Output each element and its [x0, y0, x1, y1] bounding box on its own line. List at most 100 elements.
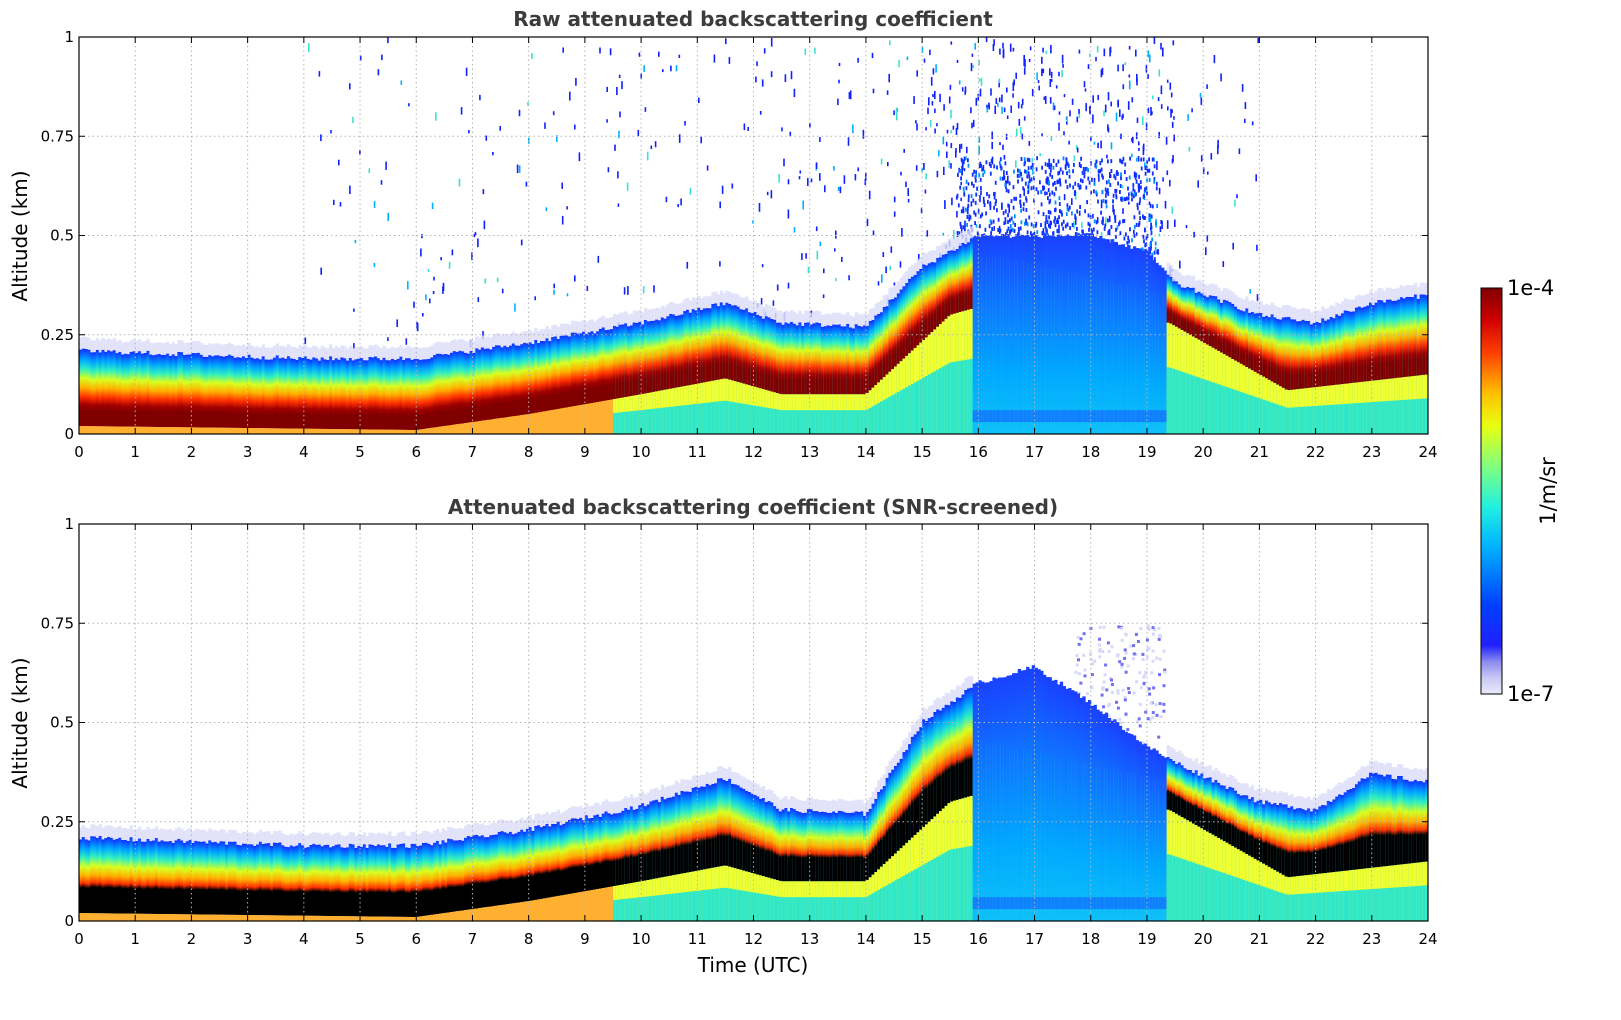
noise-mark: [483, 220, 486, 230]
layer-halo: [222, 829, 226, 842]
layer-halo: [660, 305, 665, 318]
sub-core: [222, 427, 226, 434]
sub-core-cyan: [806, 897, 811, 921]
noise-mark: [843, 175, 846, 184]
layer-halo: [587, 320, 591, 333]
noise-mark: [1145, 242, 1148, 247]
sub-core: [402, 916, 406, 921]
sub-core-cyan: [804, 897, 808, 921]
layer-halo: [672, 302, 676, 315]
layer-halo: [84, 827, 88, 840]
sub-core-cyan: [1422, 398, 1426, 434]
aerosol-column: [1085, 233, 1089, 434]
boundary-layer: [570, 818, 575, 894]
boundary-layer: [1234, 306, 1238, 361]
boundary-layer: [334, 358, 339, 430]
noise-mark: [1148, 213, 1151, 218]
noise-mark: [616, 86, 618, 95]
noise-mark: [1083, 81, 1086, 88]
noise-mark: [1197, 180, 1199, 188]
sub-core: [138, 426, 142, 434]
sub-core: [452, 424, 457, 434]
boundary-layer: [230, 355, 235, 428]
layer-halo: [795, 799, 799, 812]
layer-halo: [747, 780, 752, 792]
boundary-layer: [922, 264, 926, 341]
boundary-layer: [385, 846, 389, 917]
boundary-layer: [385, 360, 389, 430]
boundary-layer: [773, 806, 777, 880]
aerosol-column: [1130, 248, 1134, 434]
boundary-layer: [494, 345, 499, 419]
x-tick-label: 6: [411, 443, 421, 461]
layer-halo: [413, 831, 417, 844]
noise-mark: [1022, 186, 1025, 191]
aerosol-column: [1099, 711, 1103, 921]
sub-core-cyan: [944, 364, 948, 434]
sub-core-cyan: [857, 897, 861, 921]
sub-core: [494, 418, 499, 434]
boundary-layer: [486, 348, 490, 420]
sub-core-cyan: [615, 412, 620, 434]
noise-mark: [866, 218, 869, 226]
boundary-layer: [888, 299, 892, 372]
noise-mark: [1030, 186, 1033, 191]
boundary-layer: [390, 358, 395, 430]
noise-mark: [971, 181, 973, 186]
noise-mark: [1100, 210, 1102, 215]
noise-mark: [1137, 156, 1140, 162]
noise-mark: [872, 230, 875, 236]
sub-core: [368, 429, 372, 434]
sub-core-cyan: [773, 895, 777, 921]
layer-halo: [1338, 303, 1342, 316]
noise-mark: [1023, 68, 1026, 75]
surface-band: [1048, 897, 1052, 910]
sub-core: [590, 402, 594, 434]
noise-mark: [1249, 289, 1251, 294]
sub-core-cyan: [1321, 405, 1325, 434]
sub-core-cyan: [711, 402, 715, 434]
boundary-layer: [570, 332, 575, 407]
boundary-layer: [747, 791, 752, 873]
layer-halo: [345, 348, 350, 361]
boundary-layer: [562, 823, 566, 895]
noise-mark: [1077, 232, 1080, 237]
boundary-layer: [244, 357, 249, 429]
boundary-layer: [345, 847, 350, 917]
sub-core: [109, 426, 114, 434]
noise-mark: [983, 203, 986, 207]
sub-core: [242, 915, 246, 921]
layer-halo: [337, 832, 341, 845]
boundary-layer: [612, 325, 617, 400]
boundary-layer: [604, 811, 608, 888]
boundary-layer: [669, 797, 673, 876]
sub-core: [553, 409, 558, 434]
noise-mark: [950, 109, 952, 119]
layer-halo: [955, 685, 960, 698]
sub-core-cyan: [1205, 380, 1210, 434]
fringe-mark: [1120, 626, 1124, 630]
sub-core: [568, 893, 572, 921]
aerosol-column: [1138, 741, 1142, 921]
fringe-mark: [1132, 691, 1136, 695]
noise-mark: [1064, 224, 1067, 229]
sub-core-cyan: [1411, 399, 1415, 434]
layer-halo: [896, 750, 901, 763]
layer-halo: [1397, 287, 1401, 300]
sub-core: [112, 426, 117, 434]
boundary-layer: [104, 351, 108, 427]
sub-core: [514, 415, 518, 434]
layer-halo: [1307, 309, 1311, 321]
layer-halo: [775, 796, 780, 809]
sub-core-cyan: [770, 408, 774, 434]
layer-halo: [303, 344, 308, 357]
layer-halo: [410, 347, 414, 360]
sub-core: [607, 887, 611, 921]
noise-mark: [1061, 70, 1063, 78]
aerosol-column: [1118, 725, 1123, 921]
layer-halo: [452, 339, 457, 352]
boundary-layer: [565, 821, 569, 895]
noise-mark: [974, 212, 977, 217]
boundary-layer: [185, 354, 190, 428]
layer-halo: [888, 760, 892, 773]
